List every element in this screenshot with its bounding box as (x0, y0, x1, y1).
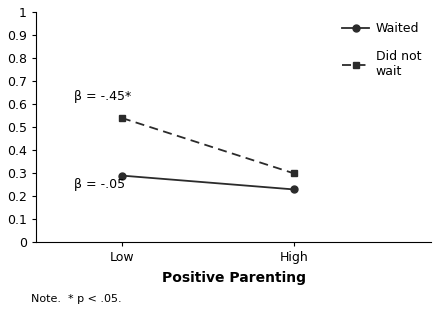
Text: β = -.45*: β = -.45* (74, 90, 131, 103)
Text: Note.  * p < .05.: Note. * p < .05. (31, 294, 121, 304)
Text: β = -.05: β = -.05 (74, 178, 125, 191)
Legend: Waited, Did not
wait: Waited, Did not wait (338, 18, 425, 82)
X-axis label: Positive Parenting: Positive Parenting (162, 272, 306, 285)
